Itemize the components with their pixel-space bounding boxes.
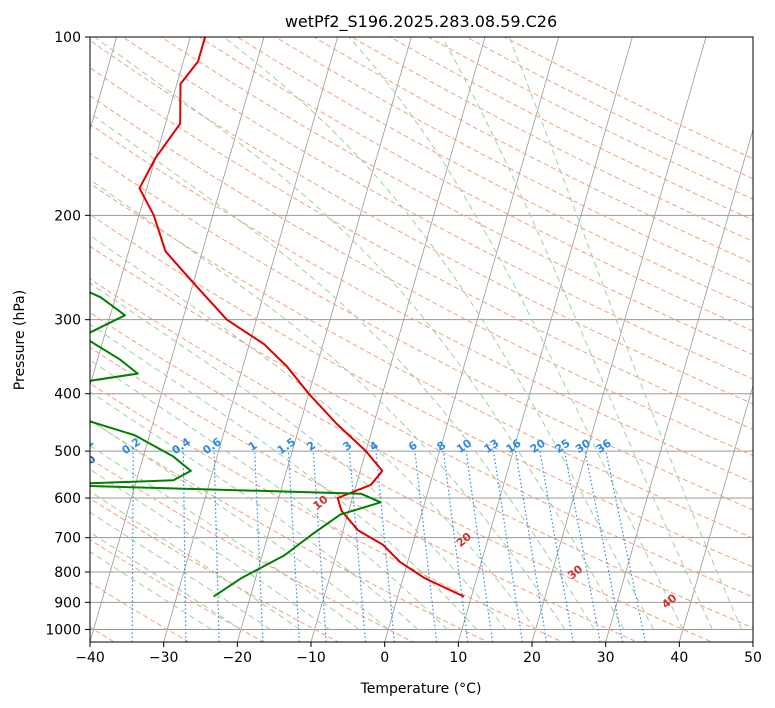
dry-adiabat-label: 0	[84, 452, 99, 466]
moist-adiabat-line	[90, 419, 389, 630]
dry-adiabat-line	[90, 245, 753, 598]
x-tick-label: 10	[449, 650, 467, 666]
y-axis-label: Pressure (hPa)	[12, 290, 28, 390]
dry-adiabat-line	[122, 37, 753, 380]
moist-adiabat-line	[441, 37, 713, 630]
y-tick-label: 200	[54, 208, 81, 224]
isotherm-line	[384, 37, 560, 642]
dry-adiabat-line	[90, 123, 753, 483]
x-axis-label: Temperature (°C)	[360, 681, 482, 697]
y-tick-label: 900	[54, 595, 81, 611]
plot-frame	[89, 36, 754, 643]
x-tick-label: 20	[523, 650, 541, 666]
dewpoint-profile-line	[90, 291, 382, 598]
mixing-ratio-line	[131, 451, 134, 642]
y-tick-label: 400	[54, 387, 81, 403]
x-tick-label: −10	[296, 650, 326, 666]
dry-adiabat-line	[90, 39, 753, 405]
x-tick-label: −30	[149, 650, 179, 666]
mixing-ratio-line	[605, 450, 647, 642]
isotherm-line	[236, 37, 412, 642]
dry-adiabat-line	[90, 419, 489, 642]
isotherm-line	[90, 37, 191, 388]
chart-title: wetPf2_S196.2025.283.08.59.C26	[285, 12, 557, 32]
dry-adiabat-line	[90, 95, 753, 457]
dry-adiabat-line	[274, 37, 753, 286]
x-tick-label: −20	[223, 650, 253, 666]
dry-adiabat-line	[90, 182, 753, 539]
moist-adiabat-line	[508, 37, 743, 630]
dry-adiabat-line	[160, 37, 753, 356]
mixing-ratio-line	[584, 450, 624, 642]
dry-adiabat-line	[90, 152, 753, 511]
isotherm-line	[90, 37, 118, 132]
moist-adiabat-line	[90, 468, 330, 630]
moist-adiabat-line	[90, 234, 536, 630]
y-tick-label: 700	[54, 531, 81, 547]
y-tick-label: 1000	[45, 622, 81, 638]
temperature-profile-line	[138, 37, 465, 598]
moist-adiabat-line	[90, 490, 301, 630]
dry-adiabat-line	[198, 37, 753, 332]
x-tick-label: −40	[75, 650, 105, 666]
mixing-ratio-line	[213, 451, 220, 642]
moist-adiabat-line	[90, 112, 595, 630]
x-axis: −40 −30 −20 −10 0 10 20 30 40 50	[75, 642, 762, 666]
y-tick-label: 500	[54, 444, 81, 460]
x-tick-label: 0	[380, 650, 389, 666]
y-tick-label: 300	[54, 313, 81, 329]
mixing-ratio-label: 0.1	[73, 435, 96, 457]
moist-adiabat-line	[90, 359, 448, 630]
moist-adiabat-line	[223, 37, 654, 630]
mixing-ratio-line	[312, 451, 327, 642]
dry-adiabat-line	[90, 497, 340, 642]
y-tick-label: 600	[54, 491, 81, 507]
y-axis: 100 200 300 400 500 600 700 800 900 1000	[45, 30, 90, 638]
moist-adiabat-line	[90, 391, 419, 630]
mixing-ratio-line	[287, 451, 301, 642]
profile-lines	[90, 37, 465, 598]
moist-adiabat-line	[94, 37, 625, 630]
isotherm-line	[90, 37, 265, 642]
dry-adiabat-line	[236, 37, 753, 309]
moist-adiabat-line	[348, 37, 684, 630]
x-tick-label: 40	[670, 650, 688, 666]
moist-adiabat-line	[90, 179, 566, 630]
y-tick-label: 100	[54, 30, 81, 46]
isotherm-line	[605, 128, 753, 642]
dry-adiabat-line	[90, 382, 564, 642]
background-lines	[90, 37, 753, 642]
moist-adiabat-line	[90, 445, 360, 630]
dry-adiabat-line	[90, 213, 753, 568]
isotherm-line	[310, 37, 486, 642]
dry-adiabat-line	[90, 346, 639, 642]
y-tick-label: 800	[54, 565, 81, 581]
dry-adiabat-line	[90, 582, 190, 642]
dry-adiabat-line	[90, 312, 713, 642]
moist-adiabat-line	[90, 282, 507, 630]
mixing-ratio-line	[182, 451, 187, 642]
mixing-ratio-line	[254, 451, 264, 642]
dry-adiabat-line	[90, 67, 753, 430]
isotherm-line	[457, 37, 633, 642]
x-tick-label: 50	[744, 650, 762, 666]
x-tick-label: 30	[597, 650, 615, 666]
isotherm-line	[163, 37, 339, 642]
dry-adiabat-line	[90, 458, 415, 642]
